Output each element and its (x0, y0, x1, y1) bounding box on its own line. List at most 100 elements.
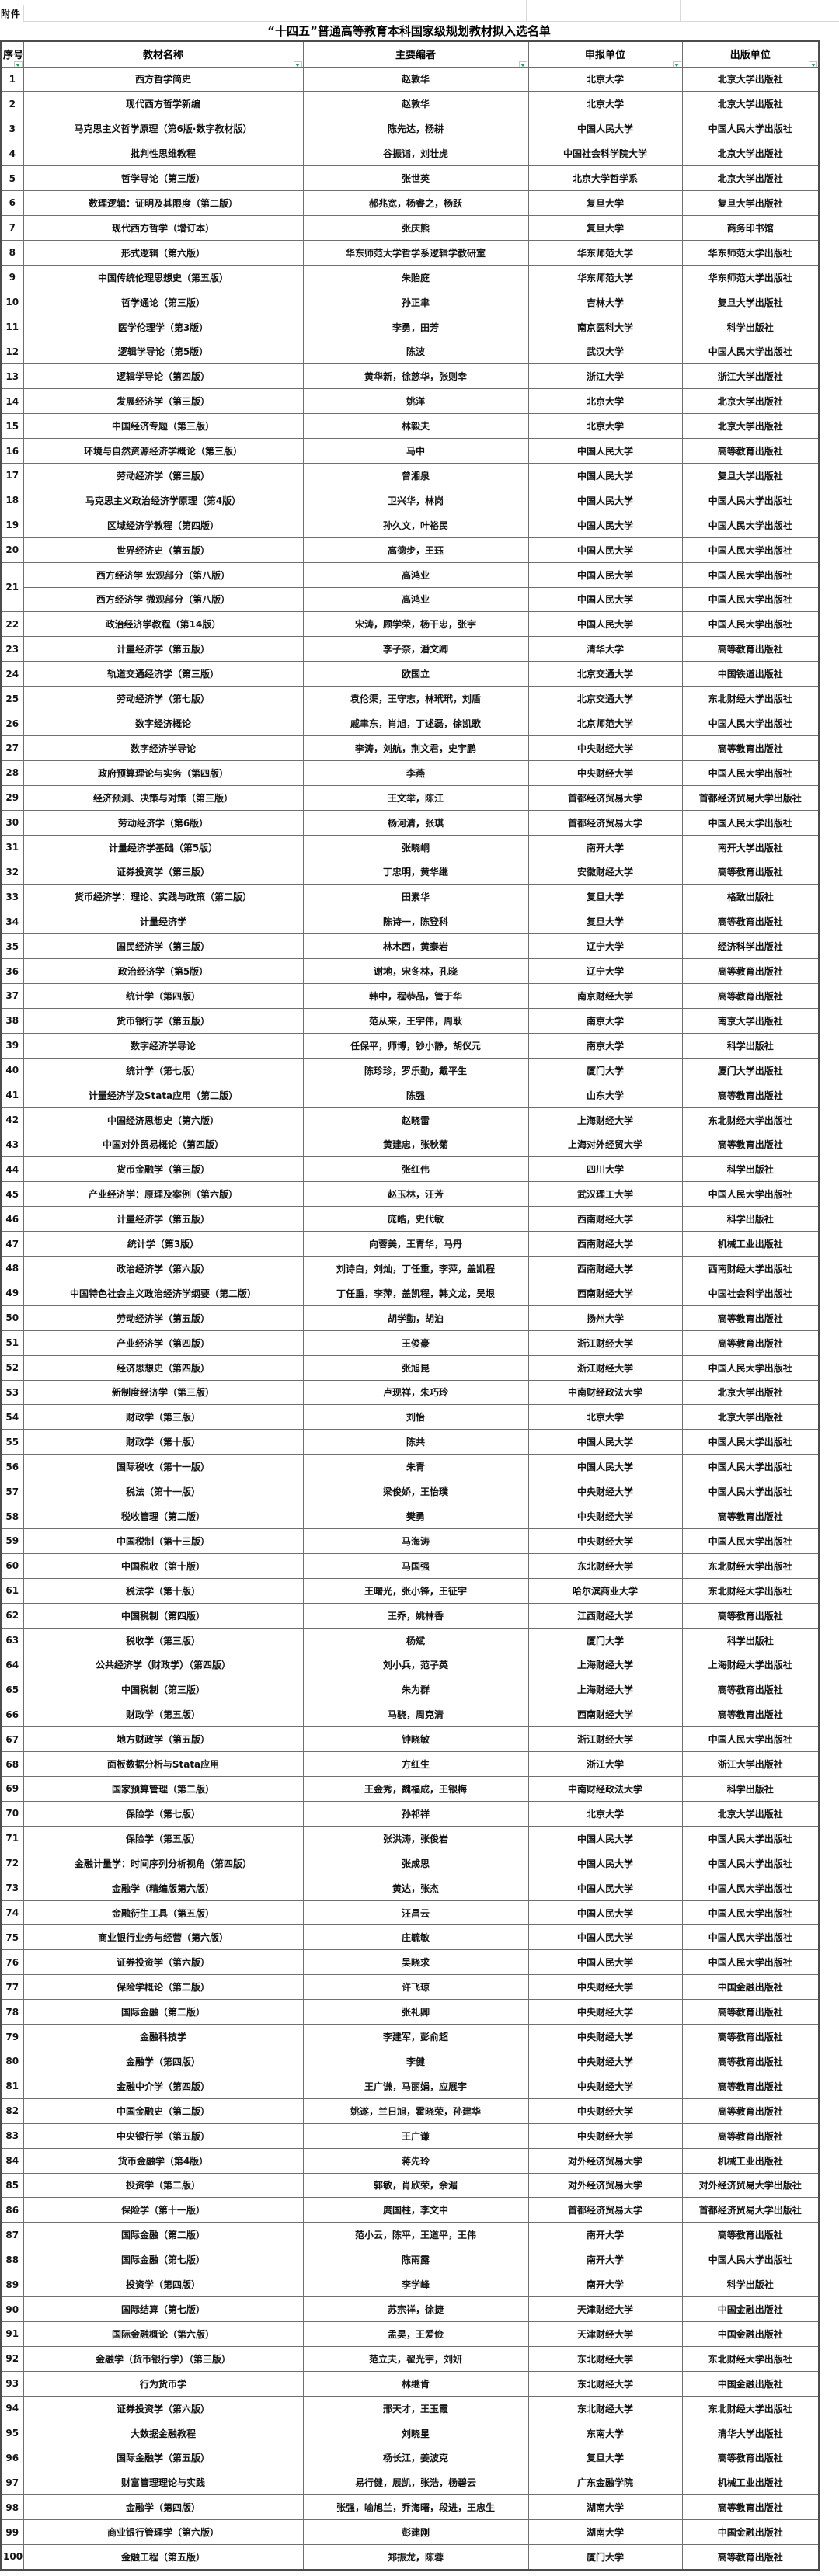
cell-title[interactable]: 政治经济学教程（第14版） (23, 611, 304, 638)
cell-editors[interactable]: 孟昊，王爱俭 (302, 2320, 529, 2347)
cell-unit[interactable]: 中国人民大学 (527, 1875, 683, 1901)
cell-publisher[interactable]: 中国人民大学出版社 (681, 1900, 820, 1926)
cell-publisher[interactable]: 中国人民大学出版社 (681, 760, 820, 786)
cell-editors[interactable]: 林木西，黄泰岩 (302, 933, 529, 960)
cell-no[interactable]: 72 (0, 1850, 24, 1876)
cell-no[interactable]: 31 (0, 834, 24, 860)
cell-title[interactable]: 国民经济学（第三版） (23, 933, 304, 960)
cell-unit[interactable]: 湖南大学 (527, 2519, 683, 2546)
cell-no[interactable]: 69 (0, 1776, 24, 1802)
cell-title[interactable]: 西方经济学 微观部分（第八版） (23, 586, 304, 613)
cell-title[interactable]: 逻辑学导论（第四版） (23, 363, 304, 390)
cell-publisher[interactable]: 北京大学出版社 (681, 66, 820, 92)
cell-editors[interactable]: 王乔，姚林香 (302, 1602, 529, 1629)
cell-no[interactable]: 44 (0, 1156, 24, 1183)
cell-no[interactable]: 74 (0, 1900, 24, 1926)
cell-title[interactable]: 批判性思维教程 (23, 141, 304, 167)
cell-editors[interactable]: 张庆熊 (302, 214, 529, 241)
cell-no[interactable]: 29 (0, 784, 24, 811)
cell-publisher[interactable]: 华东师范大学出版社 (681, 264, 820, 290)
cell-publisher[interactable]: 中国人民大学出版社 (681, 1924, 820, 1951)
cell-publisher[interactable]: 中国金融出版社 (681, 2370, 820, 2397)
cell-no[interactable]: 34 (0, 909, 24, 935)
cell-editors[interactable]: 张洪涛，张俊岩 (302, 1825, 529, 1851)
cell-unit[interactable]: 首都经济贸易大学 (527, 784, 683, 811)
cell-unit[interactable]: 中国人民大学 (527, 586, 683, 613)
cell-publisher[interactable]: 高等教育出版社 (681, 2445, 820, 2471)
cell-publisher[interactable]: 科学出版社 (681, 1156, 820, 1183)
cell-title[interactable]: 劳动经济学（第七版） (23, 686, 304, 712)
cell-no[interactable]: 3 (0, 116, 24, 142)
cell-unit[interactable]: 浙江财经大学 (527, 1354, 683, 1381)
cell-no[interactable]: 28 (0, 760, 24, 786)
cell-editors[interactable]: 高鸿业 (302, 586, 529, 613)
cell-editors[interactable]: 韩中，程恭品，管于华 (302, 983, 529, 1009)
cell-no[interactable]: 51 (0, 1330, 24, 1356)
cell-unit[interactable]: 中国人民大学 (527, 463, 683, 488)
cell-title[interactable]: 现代西方哲学（增订本） (23, 214, 304, 241)
cell-title[interactable]: 区域经济学教程（第四版） (23, 512, 304, 538)
cell-unit[interactable]: 中央财经大学 (527, 735, 683, 761)
cell-title[interactable]: 马克思主义哲学原理（第6版·数字教材版） (23, 116, 304, 142)
cell-unit[interactable]: 南开大学 (527, 2247, 683, 2273)
cell-unit[interactable]: 中国人民大学 (527, 116, 683, 142)
cell-title[interactable]: 财富管理理论与实践 (23, 2470, 304, 2496)
cell-no[interactable]: 73 (0, 1875, 24, 1901)
cell-editors[interactable]: 张礼卿 (302, 1999, 529, 2025)
cell-no[interactable]: 14 (0, 388, 24, 415)
cell-unit[interactable]: 湖南大学 (527, 2494, 683, 2521)
cell-no[interactable]: 67 (0, 1726, 24, 1753)
cell-editors[interactable]: 范立夫，翟光宇，刘妍 (302, 2345, 529, 2372)
cell-editors[interactable]: 邢天才，王玉霞 (302, 2395, 529, 2421)
cell-no[interactable]: 42 (0, 1107, 24, 1133)
cell-editors[interactable]: 袁伦渠，王守志，林玳玳，刘盾 (302, 686, 529, 712)
cell-editors[interactable]: 苏宗祥，徐捷 (302, 2296, 529, 2322)
cell-publisher[interactable]: 机械工业出版社 (681, 1231, 820, 1257)
cell-title[interactable]: 政治经济学（第5版） (23, 958, 304, 985)
cell-editors[interactable]: 钟晓敏 (302, 1726, 529, 1753)
cell-no[interactable]: 2 (0, 91, 24, 117)
cell-title[interactable]: 计量经济学（第五版） (23, 636, 304, 662)
cell-editors[interactable]: 刘小兵，范子英 (302, 1652, 529, 1678)
cell-no[interactable]: 62 (0, 1602, 24, 1629)
cell-publisher[interactable]: 高等教育出版社 (681, 1602, 820, 1629)
cell-publisher[interactable]: 中国人民大学出版社 (681, 611, 820, 638)
cell-title[interactable]: 货币金融学（第三版） (23, 1156, 304, 1183)
cell-title[interactable]: 现代西方哲学新编 (23, 91, 304, 117)
cell-no[interactable]: 96 (0, 2445, 24, 2471)
cell-editors[interactable]: 李涛，刘航，荆文君，史宇鹏 (302, 735, 529, 761)
cell-editors[interactable]: 李子奈，潘文卿 (302, 636, 529, 662)
cell-publisher[interactable]: 高等教育出版社 (681, 1132, 820, 1158)
cell-unit[interactable]: 南京财经大学 (527, 983, 683, 1009)
cell-unit[interactable]: 中央财经大学 (527, 1479, 683, 1505)
cell-title[interactable]: 保险学概论（第二版） (23, 1974, 304, 2001)
cell-no[interactable]: 21 (0, 561, 24, 613)
cell-no[interactable]: 9 (0, 264, 24, 290)
cell-unit[interactable]: 华东师范大学 (527, 264, 683, 290)
cell-editors[interactable]: 谷振诣，刘壮虎 (302, 141, 529, 167)
cell-title[interactable]: 保险学（第七版） (23, 1800, 304, 1827)
cell-publisher[interactable]: 复旦大学出版社 (681, 190, 820, 216)
cell-unit[interactable]: 东北财经大学 (527, 1552, 683, 1579)
cell-title[interactable]: 投资学（第二版） (23, 2172, 304, 2199)
cell-editors[interactable]: 谢地，宋冬林，孔晓 (302, 958, 529, 985)
cell-title[interactable]: 中国经济专题（第三版） (23, 413, 304, 440)
cell-editors[interactable]: 黄达，张杰 (302, 1875, 529, 1901)
cell-unit[interactable]: 天津财经大学 (527, 2320, 683, 2347)
cell-editors[interactable]: 张晓峒 (302, 834, 529, 860)
cell-no[interactable]: 87 (0, 2222, 24, 2248)
cell-unit[interactable]: 中国人民大学 (527, 537, 683, 563)
cell-publisher[interactable]: 南京大学出版社 (681, 1007, 820, 1034)
cell-title[interactable]: 证券投资学（第六版） (23, 2395, 304, 2421)
cell-no[interactable]: 61 (0, 1577, 24, 1604)
cell-unit[interactable]: 中央财经大学 (527, 2122, 683, 2149)
cell-title[interactable]: 统计学（第七版） (23, 1057, 304, 1083)
cell-editors[interactable]: 庹国柱，李文中 (302, 2197, 529, 2223)
cell-unit[interactable]: 西南财经大学 (527, 1206, 683, 1232)
cell-title[interactable]: 大数据金融教程 (23, 2420, 304, 2446)
cell-editors[interactable]: 杨斌 (302, 1627, 529, 1653)
cell-title[interactable]: 国际金融（第二版） (23, 2222, 304, 2248)
cell-publisher[interactable]: 北京大学出版社 (681, 413, 820, 440)
cell-editors[interactable]: 马中 (302, 438, 529, 464)
cell-unit[interactable]: 华东师范大学 (527, 239, 683, 266)
